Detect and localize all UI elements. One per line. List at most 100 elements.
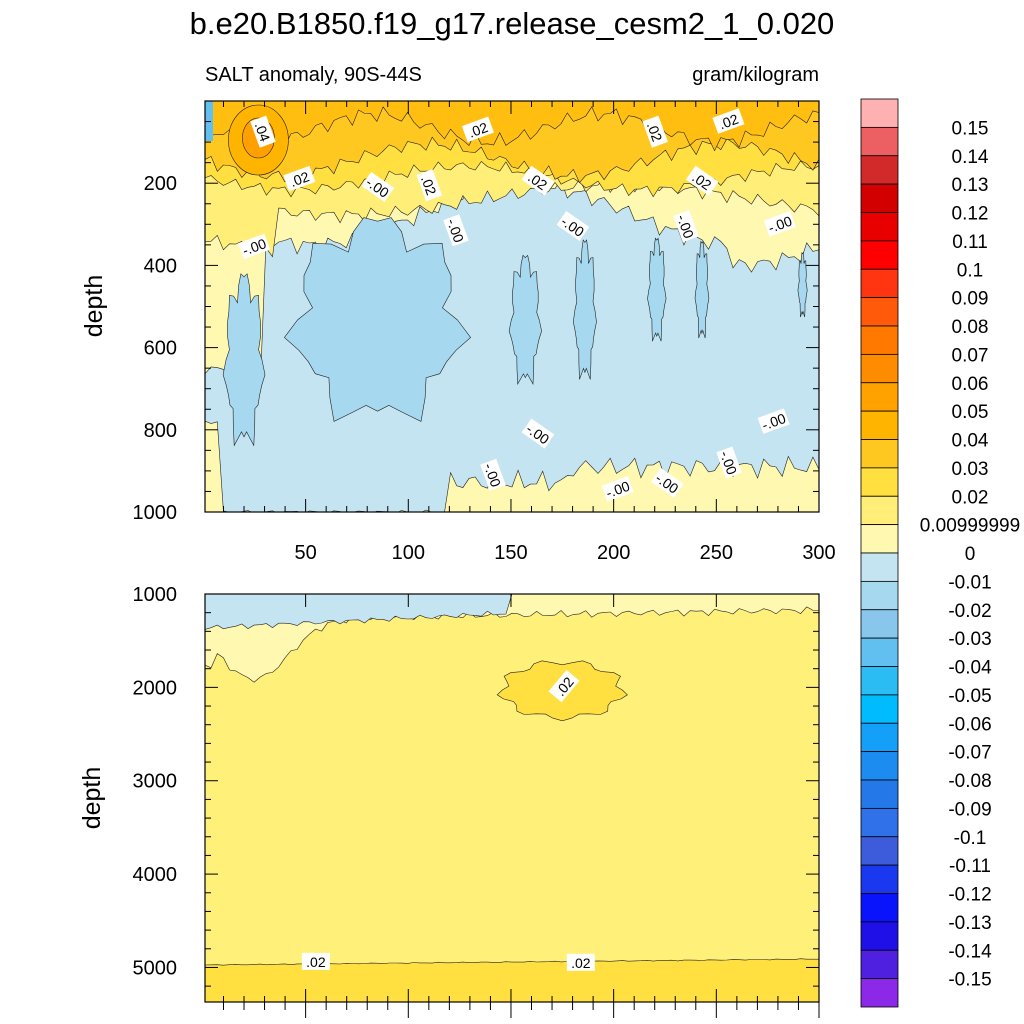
colorbar-box	[860, 212, 899, 242]
colorbar-box	[860, 637, 899, 667]
upper-contour-label-bg	[283, 165, 316, 192]
upper-ytick-label: 800	[144, 420, 177, 442]
colorbar-box	[860, 155, 899, 185]
upper-contour-label-bg	[763, 211, 796, 237]
upper-contour-label: -.00	[238, 233, 271, 260]
lower-ytick-label: 3000	[133, 771, 178, 793]
upper-contour-label-text: .02	[288, 168, 312, 190]
colorbar-label: -0.01	[948, 572, 991, 593]
colorbar-box	[860, 410, 899, 440]
upper-contour-label-bg	[521, 418, 555, 449]
upper-neg-blob-150	[508, 254, 542, 386]
upper-contour-label: .02	[416, 169, 443, 202]
lower-contour-label-text: .02	[306, 954, 326, 970]
upper-contour-label: -.00	[716, 446, 742, 479]
lower-plot-frame	[204, 593, 820, 1003]
colorbar-box	[860, 126, 899, 157]
lower-contour-label: .02	[301, 952, 330, 970]
upper-contour-label: -.00	[601, 476, 634, 502]
colorbar-box	[860, 949, 899, 980]
upper-contour-label-bg	[642, 115, 668, 148]
colorbar-label: -0.14	[948, 941, 992, 962]
lower-band-neg	[205, 594, 819, 630]
upper-xtick-label: 50	[294, 542, 316, 564]
colorbar-label: -0.15	[948, 970, 991, 991]
colorbar-box	[860, 751, 899, 781]
colorbar-label: 0.03	[952, 459, 989, 480]
upper-contour-label-text: .04	[252, 120, 274, 144]
upper-contour-label-bg	[443, 214, 469, 247]
colorbar-box	[860, 382, 899, 412]
upper-contour-label-bg	[556, 210, 590, 241]
colorbar-label: 0.09	[952, 289, 989, 310]
upper-contour-label: -.00	[757, 408, 790, 434]
colorbar-label: 0.06	[952, 374, 989, 395]
lower-y-ticks: 1000 2000 3000 4000 5000	[133, 584, 819, 987]
upper-contour-label: .02	[642, 115, 668, 148]
upper-contour-label-text: -.00	[444, 216, 467, 244]
lower-contour-label-bg	[548, 669, 580, 703]
upper-contour-label: -.00	[673, 210, 699, 243]
upper-contour-label-text: -.00	[760, 410, 788, 433]
colorbar-label: 0.04	[952, 431, 989, 452]
upper-contour-label-text: -.00	[604, 478, 632, 501]
left-subtitle: SALT anomaly, 90S-44S	[205, 64, 422, 86]
upper-xtick-label: 300	[802, 542, 835, 564]
colorbar-box	[860, 609, 899, 639]
upper-ytick-label: 200	[144, 173, 177, 195]
upper-xtick-label: 150	[494, 542, 527, 564]
upper-neg-blob-left	[222, 273, 266, 447]
upper-neg-blob-main	[283, 217, 472, 422]
colorbar-label: 0.11	[952, 232, 988, 253]
lower-contour-label: .02	[566, 953, 595, 971]
upper-contour-label-bg	[712, 108, 745, 134]
colorbar-box	[860, 98, 899, 128]
lower-contour-label-text: .02	[571, 955, 591, 971]
colorbar-label: -0.13	[948, 913, 991, 934]
upper-ytick-label: 600	[144, 338, 177, 360]
colorbar-label: -0.09	[948, 799, 991, 820]
colorbar-label: -0.11	[949, 856, 991, 877]
colorbar-label: 0.02	[952, 487, 989, 508]
upper-xtick-label: 250	[700, 542, 733, 564]
colorbar-box	[860, 864, 899, 894]
colorbar-label: 0.07	[952, 345, 989, 366]
colorbar-box	[860, 325, 899, 355]
lower-fill-background	[205, 594, 819, 1002]
colorbar-label: -0.08	[948, 771, 991, 792]
upper-contour-label: -.00	[763, 211, 796, 237]
lower-deep-band	[205, 958, 819, 1002]
colorbar-box	[860, 666, 899, 696]
lower-contour-field: .02.02.02	[205, 594, 819, 1002]
upper-contour-label-text: .02	[418, 173, 440, 197]
figure-title: b.e20.B1850.f19_g17.release_cesm2_1_0.02…	[190, 6, 835, 41]
units-label: gram/kilogram	[692, 64, 819, 86]
colorbar-label: -0.03	[948, 629, 991, 650]
lower-contour-label-bg	[301, 952, 330, 970]
upper-contour-label-bg	[461, 116, 494, 143]
colorbar-box	[860, 921, 899, 951]
colorbar-label: 0.12	[952, 204, 989, 225]
upper-contour-label-bg	[601, 476, 634, 502]
upper-ytick-label: 1000	[133, 502, 178, 524]
colorbar: 0.15 0.14 0.13 0.12 0.11 0.1 0.09 0.08 0.07 0.06 0…	[860, 98, 1020, 1008]
upper-contour-label-text: -.00	[717, 449, 740, 477]
colorbar-box	[860, 779, 899, 809]
lower-ytick-label: 4000	[133, 864, 178, 886]
upper-panel: .04.02 -.00.02.02.02-.00-.00-.00.02.02.02…	[80, 100, 836, 564]
colorbar-label: -0.02	[948, 601, 991, 622]
upper-contour-label: .02	[283, 165, 316, 192]
upper-contour-label-bg	[673, 210, 699, 243]
colorbar-box	[860, 268, 899, 299]
colorbar-box	[860, 353, 899, 384]
upper-contour-label: .02	[461, 116, 494, 143]
upper-contour-label: .04	[250, 115, 276, 148]
lower-y-axis-label: depth	[78, 767, 106, 830]
upper-contour-label-bg	[361, 171, 395, 202]
upper-y-ticks: 200 400 600 800 1000	[133, 121, 819, 524]
lower-ytick-label: 1000	[133, 584, 178, 606]
upper-contour-label-text: -.00	[674, 212, 697, 240]
colorbar-box	[860, 807, 899, 838]
